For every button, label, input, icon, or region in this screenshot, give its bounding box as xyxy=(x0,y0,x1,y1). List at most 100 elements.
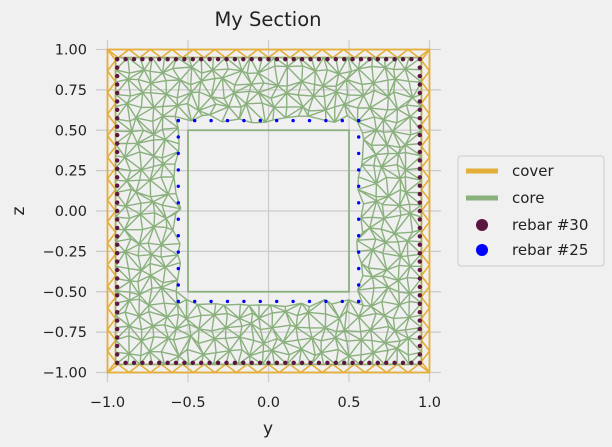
rebar-30-point xyxy=(115,107,120,113)
rebar-25-point xyxy=(340,118,344,123)
rebar-30-point xyxy=(417,251,422,256)
rebar-30-point xyxy=(308,57,313,62)
rebar-25-point xyxy=(176,184,180,188)
rebar-25-point xyxy=(324,299,328,304)
rebar-25-point xyxy=(176,201,180,205)
rebar-30-point xyxy=(417,326,422,332)
rebar-30-point xyxy=(115,175,120,180)
rebar-30-point xyxy=(409,57,414,62)
rebar-25-point xyxy=(324,118,328,123)
rebar-25-point xyxy=(242,118,246,123)
rebar-25-point xyxy=(357,299,361,304)
x-tick-label: 1.0 xyxy=(418,395,441,411)
rebar-30-point xyxy=(392,57,397,62)
rebar-30-point xyxy=(241,57,246,62)
rebar-30-point xyxy=(358,57,364,62)
rebar-30-point xyxy=(325,360,330,365)
rebar-25-point xyxy=(176,168,180,172)
rebar-30-point xyxy=(417,318,422,323)
rebar-30-point xyxy=(157,57,162,62)
rebar-30-point xyxy=(115,90,120,96)
rebar-30-point xyxy=(241,360,246,365)
y-tick-label: 0.25 xyxy=(55,164,87,180)
rebar-30-point xyxy=(115,225,120,231)
rebar-30-point xyxy=(392,360,397,365)
rebar-30-point xyxy=(115,276,120,281)
y-tick-label: 0.50 xyxy=(55,123,87,139)
rebar-30-point xyxy=(173,360,179,365)
rebar-30-point xyxy=(342,57,347,62)
rebar-30-point xyxy=(417,310,422,315)
rebar-30-point xyxy=(131,360,137,365)
rebar-30-point xyxy=(224,57,229,62)
legend-label: rebar #30 xyxy=(512,216,588,234)
rebar-30-point xyxy=(148,57,153,62)
rebar-30-point xyxy=(115,183,120,188)
rebar-30-point xyxy=(299,57,305,62)
rebar-25-point xyxy=(357,201,361,205)
rebar-25-point xyxy=(209,118,213,123)
rebar-30-point xyxy=(384,57,389,62)
rebar-30-point xyxy=(417,200,422,205)
rebar-30-point xyxy=(190,57,195,62)
rebar-30-point xyxy=(417,90,422,96)
rebar-30-point xyxy=(367,57,372,62)
y-tick-labels: 1.00 0.75 0.50 0.25 0.00 −0.25 −0.50 −0.75 −1.00 xyxy=(43,43,87,382)
cover-boundary xyxy=(106,48,431,374)
rebar-30-point xyxy=(417,57,422,62)
rebar-30-point xyxy=(375,57,380,62)
rebar-30-point xyxy=(417,259,422,264)
rebar-30-point xyxy=(283,57,288,62)
rebar-30-point xyxy=(333,57,338,62)
rebar-30-point xyxy=(115,132,120,138)
legend-label: rebar #25 xyxy=(512,241,588,259)
rebar-30-point xyxy=(417,132,422,138)
rebar-30-point xyxy=(115,149,120,155)
rebar-30-point xyxy=(190,360,195,365)
rebar-30-point xyxy=(417,343,422,349)
rebar-25-point xyxy=(176,118,180,123)
rebar-30-point xyxy=(316,360,322,365)
rebar-30-point xyxy=(115,234,120,239)
rebar-30-point xyxy=(417,234,422,239)
y-tick-label: 0.75 xyxy=(55,83,87,99)
rebar-30-point xyxy=(274,57,280,62)
rebar-30-point xyxy=(140,360,145,365)
rebar-30-point xyxy=(333,360,338,365)
rebar-30-point xyxy=(417,208,422,214)
rebar-30-point xyxy=(325,57,330,62)
rebar-30-point xyxy=(115,352,120,357)
rebar-30-point xyxy=(140,57,145,62)
legend-label: cover xyxy=(512,162,555,180)
rebar-30-point xyxy=(257,57,263,62)
rebar-30-point xyxy=(384,360,389,365)
rebar-30-point xyxy=(115,73,120,79)
rebar-30-point xyxy=(417,82,422,87)
rebar-30-point xyxy=(417,65,422,70)
rebar-30-point xyxy=(115,208,120,214)
rebar-30-point xyxy=(358,360,364,365)
y-tick-label: −0.50 xyxy=(43,285,87,301)
y-tick-label: 0.00 xyxy=(55,204,87,220)
core-hole-boundary xyxy=(187,129,350,293)
rebar-30-point xyxy=(115,293,120,298)
rebar-25-point xyxy=(291,299,295,304)
x-axis-label: y xyxy=(263,419,273,439)
rebar-25-point xyxy=(291,118,295,123)
rebar-25-point xyxy=(275,118,279,123)
rebar-30-point xyxy=(165,57,170,62)
rebar-30-point xyxy=(417,242,422,247)
rebar-30-point xyxy=(131,57,137,62)
rebar-30-point xyxy=(417,284,422,290)
legend: cover core rebar #30 rebar #25 xyxy=(457,155,605,267)
rebar-30-point xyxy=(115,116,120,121)
rebar-25-point xyxy=(307,118,312,123)
rebar-25-point xyxy=(176,135,180,139)
rebar-25-point xyxy=(225,118,230,123)
rebar-30-point xyxy=(417,352,422,357)
rebar-30-point xyxy=(417,276,422,281)
rebar-30-point xyxy=(342,360,347,365)
rebar-30-point xyxy=(215,360,221,365)
rebar-25-point xyxy=(209,299,213,304)
rebar-30-point xyxy=(417,293,422,298)
